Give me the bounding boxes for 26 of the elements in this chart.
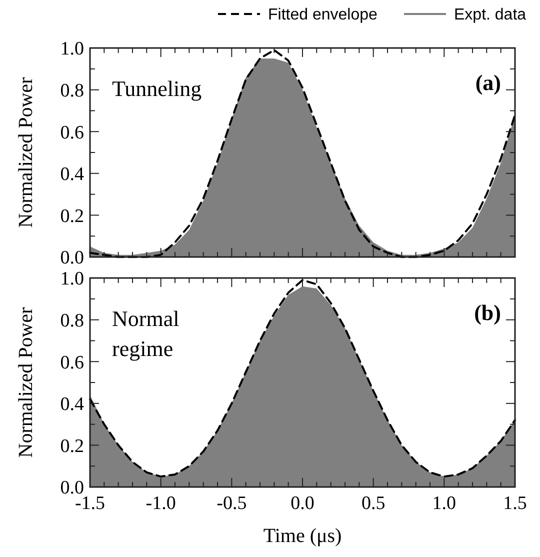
legend-label: Fitted envelope <box>268 6 378 24</box>
y-tick-label: 0.4 <box>60 394 84 416</box>
y-tick-label: 0.6 <box>60 122 84 144</box>
y-tick-label: 0.4 <box>60 164 84 186</box>
annotation: (a) <box>475 70 501 95</box>
y-tick-label: 0.2 <box>60 436 84 457</box>
y-tick-label: 0.2 <box>60 206 84 227</box>
x-axis-title: Time (μs) <box>263 525 342 547</box>
x-tick-label: 0.5 <box>361 493 386 514</box>
x-tick-label: -0.5 <box>216 493 247 514</box>
y-tick-label: 0.6 <box>60 352 84 374</box>
x-tick-label: 1.5 <box>503 493 527 514</box>
x-tick-label: 0.0 <box>290 493 314 514</box>
y-tick-label: 1.0 <box>60 38 84 60</box>
annotation: Tunneling <box>112 76 202 101</box>
y-axis-title: Normalized Power <box>15 306 37 458</box>
x-tick-label: -1.0 <box>146 493 176 514</box>
y-tick-label: 1.0 <box>60 268 84 290</box>
y-tick-label: 0.8 <box>60 310 84 332</box>
annotation: (b) <box>474 300 501 325</box>
y-axis-title: Normalized Power <box>15 76 37 228</box>
annotation: Normal regime <box>112 306 180 361</box>
y-tick-label: 0.8 <box>60 80 84 102</box>
legend-label: Expt. data <box>454 6 526 24</box>
y-tick-label: 0.0 <box>60 248 84 269</box>
x-tick-label: 1.0 <box>432 493 456 514</box>
